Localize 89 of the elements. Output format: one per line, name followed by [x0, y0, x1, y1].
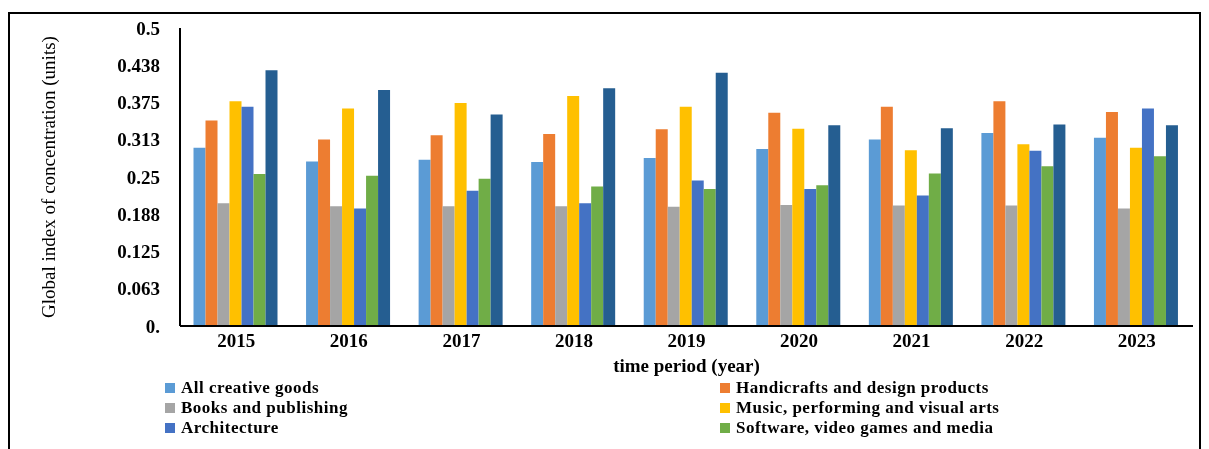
y-tick-label: 0.188: [117, 203, 160, 225]
bar: [217, 203, 230, 326]
legend-label: Software, video games and media: [736, 418, 994, 438]
bar: [679, 106, 692, 326]
bar: [1093, 137, 1106, 326]
bar: [1005, 205, 1018, 326]
bar: [241, 106, 254, 326]
bar: [828, 125, 841, 326]
bar: [193, 147, 206, 326]
legend-label: Music, performing and visual arts: [736, 398, 1000, 418]
bar: [318, 139, 331, 326]
bar: [342, 108, 355, 326]
bar: [981, 132, 994, 326]
bar: [1153, 156, 1166, 326]
x-tick-label: 2020: [780, 330, 819, 352]
bar: [531, 162, 544, 326]
x-tick-label: 2015: [217, 330, 256, 352]
bar: [1165, 125, 1178, 326]
x-tick-label: 2016: [329, 330, 368, 352]
bar: [940, 128, 953, 326]
legend-label: Architecture: [181, 418, 279, 438]
y-tick-label: 0.: [145, 315, 160, 337]
bar: [442, 206, 455, 326]
x-tick-label: 2023: [1117, 330, 1156, 352]
bar: [904, 150, 917, 326]
bar: [430, 135, 443, 326]
bar: [229, 101, 242, 326]
bar: [555, 206, 568, 326]
bar: [928, 173, 941, 326]
bar: [205, 120, 218, 326]
y-tick-label: 0.063: [117, 278, 160, 300]
bar: [868, 139, 881, 326]
x-tick-label: 2018: [554, 330, 593, 352]
bar: [478, 178, 491, 326]
bar: [366, 175, 379, 326]
bar: [354, 208, 367, 326]
x-tick-label: 2019: [667, 330, 706, 352]
bar: [1041, 166, 1054, 326]
bar: [768, 112, 781, 326]
bar: [1017, 144, 1030, 326]
bar: [1117, 208, 1130, 326]
legend-label: Handicrafts and design products: [736, 378, 989, 398]
bar: [418, 159, 431, 326]
bar: [490, 114, 503, 326]
x-axis-title: time period (year): [613, 355, 760, 377]
bar: [265, 70, 278, 326]
y-tick-label: 0.5: [136, 17, 160, 39]
bar: [880, 106, 893, 326]
bar: [792, 128, 805, 326]
bar: [330, 206, 343, 326]
x-tick-label: 2022: [1005, 330, 1044, 352]
bar: [454, 103, 467, 326]
bar: [1105, 112, 1118, 326]
bar: [703, 188, 716, 326]
bar: [892, 205, 905, 326]
bar: [667, 206, 680, 326]
y-tick-label: 0.375: [117, 92, 160, 114]
bar: [756, 148, 769, 326]
bar: [306, 161, 319, 326]
bar: [591, 186, 604, 326]
bar: [543, 134, 556, 326]
bar: [691, 180, 704, 326]
legend-label: Books and publishing: [181, 398, 348, 418]
y-tick-label: 0.125: [117, 241, 160, 263]
bar: [655, 129, 668, 326]
bar: [1053, 124, 1066, 326]
bar: [1129, 147, 1142, 326]
y-tick-label: 0.313: [117, 129, 160, 151]
bar: [1141, 108, 1154, 326]
bar: [643, 157, 656, 326]
bar: [603, 88, 616, 326]
bar: [804, 188, 817, 326]
bar: [579, 203, 592, 326]
bar: [466, 190, 479, 326]
x-tick-label: 2017: [442, 330, 481, 352]
bar: [993, 101, 1006, 326]
y-axis-title: Global index of concentration (units): [37, 36, 60, 318]
bar: [378, 89, 391, 326]
y-tick-label: 0.25: [126, 166, 160, 188]
bar: [253, 174, 266, 326]
x-tick-label: 2021: [892, 330, 931, 352]
y-tick-label: 0.438: [117, 54, 160, 76]
legend-label: All creative goods: [181, 378, 320, 398]
bar: [916, 195, 929, 326]
bar: [715, 72, 728, 326]
bar: [816, 185, 829, 326]
bar: [780, 205, 793, 326]
bar: [567, 95, 580, 326]
bar: [1029, 150, 1042, 326]
